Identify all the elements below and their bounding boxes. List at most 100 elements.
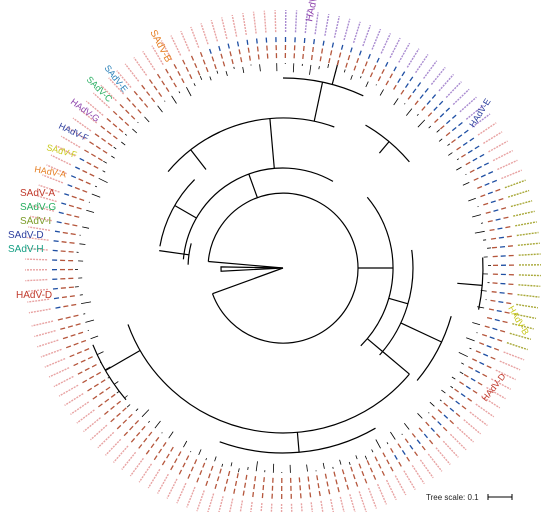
annotation-dash [173, 82, 177, 88]
annotation-dash [247, 47, 250, 53]
annotation-dash [465, 385, 471, 390]
annotation-dash [326, 481, 329, 487]
tip-branch [107, 376, 110, 379]
annotation-dash [461, 405, 467, 410]
annotation-dash [483, 202, 489, 206]
annotation-dash [69, 354, 75, 358]
annotation-dash [421, 445, 426, 451]
annotation-dash [80, 339, 87, 343]
leaf-label [112, 445, 129, 463]
annotation-dash [389, 73, 393, 79]
tip-branch [121, 141, 126, 146]
annotation-dash [202, 59, 206, 65]
annotation-dash [367, 53, 371, 59]
annotation-dash [426, 100, 431, 105]
annotation-dash [216, 476, 220, 482]
annotation-dash [505, 226, 511, 229]
annotation-dash [76, 351, 82, 355]
annotation-dash [116, 424, 122, 430]
annotation-dash [58, 211, 64, 215]
annotation-dash [64, 193, 70, 196]
annotation-dash [178, 469, 183, 475]
annotation-dash [74, 186, 80, 191]
leaf-label [28, 226, 51, 232]
annotation-dash [138, 96, 144, 102]
annotation-dash [443, 414, 449, 419]
leaf-label [250, 501, 253, 512]
leaf-label [79, 108, 98, 124]
annotation-dash [409, 444, 414, 450]
annotation-dash [494, 318, 500, 322]
annotation-dash [480, 194, 486, 198]
leaf-label [333, 16, 340, 38]
backbone-branch-9 [366, 338, 410, 375]
leaf-label [503, 351, 525, 361]
tip-branch [214, 456, 217, 462]
leaf-label [28, 308, 51, 314]
leaf-label [108, 77, 125, 95]
tip-branch [401, 433, 403, 435]
tip-branch [451, 376, 456, 380]
leaf-label [210, 20, 219, 42]
annotation-dash [333, 471, 336, 477]
annotation-dash [76, 206, 82, 210]
annotation-dash [141, 84, 146, 90]
annotation-dash [307, 476, 310, 482]
leaf-label [324, 13, 330, 36]
backbone-arc-14 [282, 77, 364, 97]
tip-branch [103, 160, 107, 164]
tree-scale-label: Tree scale: 0.1 [426, 493, 479, 502]
annotation-dash [474, 145, 480, 150]
tip-branch [233, 66, 235, 69]
annotation-dash [99, 391, 104, 396]
annotation-dash [90, 153, 96, 158]
annotation-dash [131, 103, 137, 108]
annotation-dash [313, 39, 316, 45]
leaf-label [124, 63, 140, 82]
leaf-label [367, 487, 378, 509]
annotation-dash [349, 47, 353, 53]
annotation-dash [97, 157, 103, 162]
annotation-dash [102, 149, 108, 154]
tip-branch [306, 464, 308, 472]
annotation-dash [61, 241, 67, 243]
annotation-dash [252, 492, 255, 498]
leaf-label [207, 493, 215, 512]
annotation-dash [70, 333, 76, 337]
annotation-dash [418, 427, 423, 433]
leaf-label [495, 369, 516, 381]
tip-branch [126, 404, 131, 408]
annotation-dash [503, 216, 509, 219]
annotation-dash [338, 52, 342, 58]
annotation-dash [82, 169, 88, 174]
leaf-label [513, 210, 535, 217]
annotation-dash [86, 161, 92, 166]
leaf-label [449, 433, 467, 451]
backbone-branch-2 [248, 173, 258, 198]
tip-branch [428, 125, 432, 129]
annotation-dash [143, 103, 149, 108]
leaf-label [160, 40, 173, 61]
annotation-dash [404, 438, 409, 444]
tip-branch [137, 121, 139, 124]
annotation-dash [322, 40, 325, 46]
annotation-dash [475, 369, 481, 374]
leaf-label [190, 26, 200, 48]
leaf-label [394, 475, 407, 496]
tip-branch [390, 431, 396, 440]
tip-branch [225, 70, 228, 77]
tree-branches [92, 60, 484, 454]
annotation-dash [310, 54, 313, 61]
annotation-dash [145, 449, 150, 455]
annotation-dash [414, 100, 419, 106]
leaf-label [469, 411, 488, 427]
tip-branch [135, 408, 139, 412]
annotation-dash [253, 484, 256, 490]
annotation-dash [469, 137, 475, 142]
annotation-dash [238, 49, 241, 55]
leaf-label [430, 66, 446, 85]
tip-branch [348, 461, 351, 466]
annotation-dash [73, 362, 79, 367]
annotation-dash [376, 57, 380, 63]
